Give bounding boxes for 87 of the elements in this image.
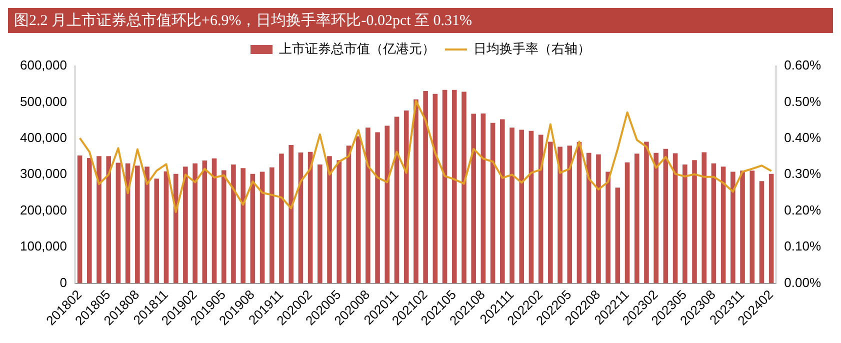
bar bbox=[327, 156, 332, 284]
y-tick-label: 200,000 bbox=[20, 202, 67, 218]
bar bbox=[375, 132, 380, 284]
bar bbox=[106, 156, 112, 284]
bar bbox=[615, 188, 620, 284]
bar bbox=[596, 154, 601, 284]
bar bbox=[740, 170, 745, 284]
bar bbox=[318, 164, 322, 284]
y2-tick-label: 0.10% bbox=[784, 238, 822, 254]
bar bbox=[442, 90, 448, 284]
bar bbox=[144, 166, 150, 284]
y-tick-label: 400,000 bbox=[20, 130, 67, 146]
bar bbox=[730, 172, 736, 284]
bar bbox=[308, 152, 313, 284]
legend-label: 上市证券总市值（亿港元） bbox=[279, 41, 435, 56]
bar bbox=[423, 90, 428, 284]
bar bbox=[759, 181, 764, 284]
bar bbox=[654, 152, 658, 284]
bar bbox=[720, 166, 726, 284]
y2-tick-label: 0.00% bbox=[784, 274, 822, 290]
y2-tick-label: 0.30% bbox=[784, 166, 822, 182]
bar bbox=[116, 162, 121, 284]
bar bbox=[154, 178, 160, 284]
bar bbox=[490, 122, 496, 284]
bar bbox=[538, 134, 544, 284]
bar bbox=[711, 163, 716, 284]
bar bbox=[87, 158, 92, 284]
bar bbox=[682, 164, 688, 284]
bar bbox=[768, 174, 774, 284]
bar bbox=[135, 166, 140, 284]
bar bbox=[624, 162, 630, 284]
bar bbox=[260, 172, 265, 284]
bar bbox=[414, 99, 418, 284]
bar bbox=[692, 160, 697, 284]
bar bbox=[452, 90, 457, 284]
y2-tick-label: 0.40% bbox=[784, 130, 822, 146]
bar bbox=[404, 110, 409, 284]
bar bbox=[384, 126, 390, 284]
bar bbox=[663, 148, 668, 284]
y-tick-label: 600,000 bbox=[20, 58, 67, 73]
bar bbox=[500, 119, 505, 284]
bar bbox=[644, 142, 649, 284]
bar bbox=[366, 128, 370, 284]
bar bbox=[336, 160, 342, 284]
y-tick-label: 500,000 bbox=[20, 94, 67, 109]
bar bbox=[548, 142, 553, 284]
bar bbox=[567, 146, 572, 284]
bar bbox=[212, 158, 217, 284]
bar bbox=[192, 163, 198, 284]
bar bbox=[269, 167, 274, 284]
bar bbox=[240, 168, 246, 284]
bar bbox=[250, 174, 256, 284]
bar bbox=[471, 114, 476, 284]
y-tick-label: 100,000 bbox=[20, 238, 67, 254]
bar bbox=[558, 146, 562, 284]
bar bbox=[346, 146, 352, 284]
y2-tick-label: 0.60% bbox=[784, 58, 822, 73]
bar bbox=[183, 166, 188, 284]
bar bbox=[750, 170, 755, 284]
y2-tick-label: 0.50% bbox=[784, 94, 822, 109]
legend-label: 日均换手率（右轴） bbox=[474, 41, 590, 56]
bar bbox=[606, 172, 610, 284]
y-tick-label: 0 bbox=[60, 274, 67, 290]
bar bbox=[356, 136, 361, 284]
bar bbox=[462, 92, 466, 284]
bar bbox=[480, 113, 486, 284]
bar bbox=[672, 153, 678, 284]
bar bbox=[202, 160, 208, 284]
bar bbox=[432, 94, 438, 284]
chart-title: 图2.2 月上市证券总市值环比+6.9%，日均换手率环比-0.02pct 至 0.31% bbox=[8, 8, 833, 33]
y2-tick-label: 0.20% bbox=[784, 202, 822, 218]
bar bbox=[77, 155, 82, 284]
bar bbox=[576, 142, 582, 284]
bar bbox=[510, 128, 514, 284]
bar bbox=[528, 130, 534, 284]
bar bbox=[288, 144, 294, 284]
bar bbox=[164, 171, 169, 284]
bar bbox=[279, 154, 284, 284]
bar bbox=[702, 152, 707, 284]
bar bbox=[221, 170, 226, 284]
bar bbox=[519, 130, 524, 284]
bar bbox=[298, 152, 304, 284]
bar bbox=[634, 154, 640, 284]
bar bbox=[231, 164, 236, 284]
bar bbox=[394, 116, 400, 284]
bar bbox=[96, 156, 102, 284]
y-tick-label: 300,000 bbox=[20, 166, 67, 182]
